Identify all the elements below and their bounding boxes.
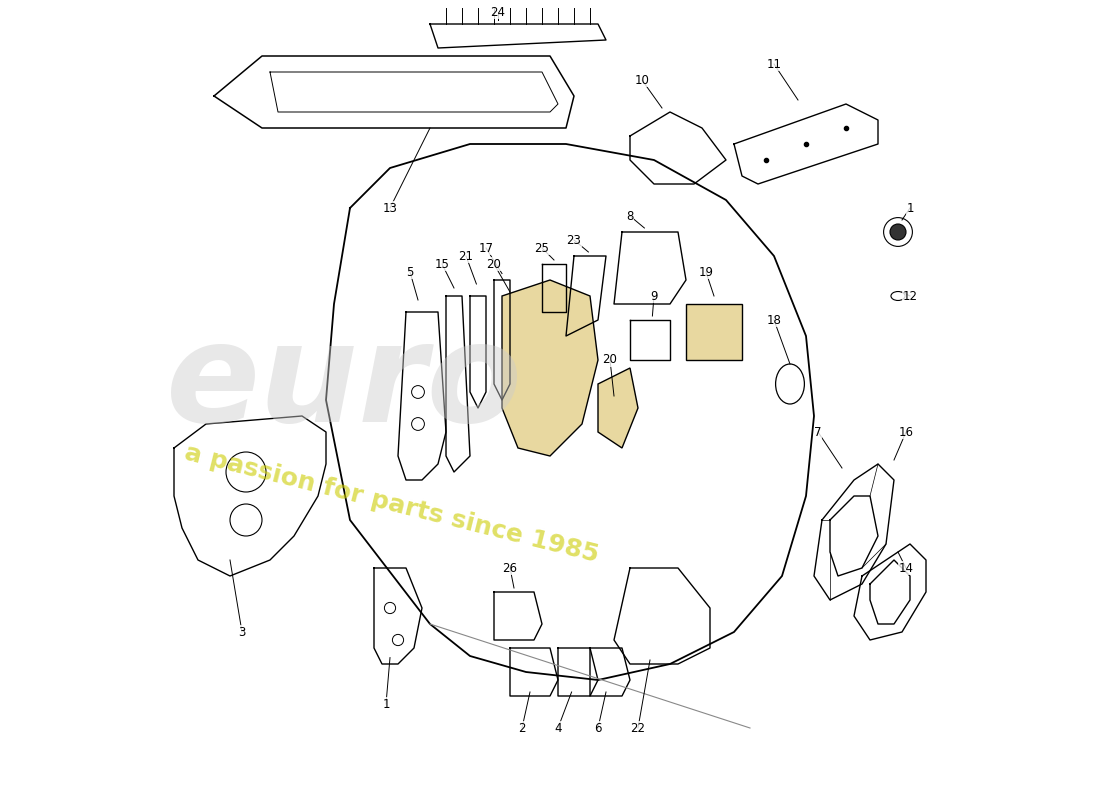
Text: 3: 3: [239, 626, 245, 638]
Text: 1: 1: [383, 698, 389, 710]
Polygon shape: [686, 304, 742, 360]
Text: 24: 24: [491, 6, 506, 18]
Text: euro: euro: [166, 317, 522, 451]
Text: 5: 5: [406, 266, 414, 278]
Text: 13: 13: [383, 202, 397, 214]
Text: 20: 20: [486, 258, 502, 270]
Text: 15: 15: [434, 258, 450, 270]
Text: 16: 16: [899, 426, 913, 438]
Text: 23: 23: [566, 234, 582, 246]
Text: 4: 4: [554, 722, 562, 734]
Text: 14: 14: [899, 562, 913, 574]
Text: 12: 12: [902, 290, 917, 302]
Text: 11: 11: [767, 58, 781, 70]
Text: 8: 8: [626, 210, 634, 222]
Text: 17: 17: [478, 242, 494, 254]
Text: 18: 18: [767, 314, 781, 326]
Text: 25: 25: [535, 242, 549, 254]
Text: 21: 21: [459, 250, 473, 262]
Text: 2: 2: [518, 722, 526, 734]
Text: 9: 9: [650, 290, 658, 302]
Text: 10: 10: [635, 74, 649, 86]
Text: 1: 1: [906, 202, 914, 214]
Polygon shape: [502, 280, 598, 456]
Text: 22: 22: [630, 722, 646, 734]
Circle shape: [890, 224, 906, 240]
Text: 7: 7: [814, 426, 822, 438]
Text: 19: 19: [698, 266, 714, 278]
Text: 26: 26: [503, 562, 517, 574]
Text: 20: 20: [603, 354, 617, 366]
Polygon shape: [598, 368, 638, 448]
Text: 6: 6: [594, 722, 602, 734]
Text: a passion for parts since 1985: a passion for parts since 1985: [182, 441, 602, 567]
